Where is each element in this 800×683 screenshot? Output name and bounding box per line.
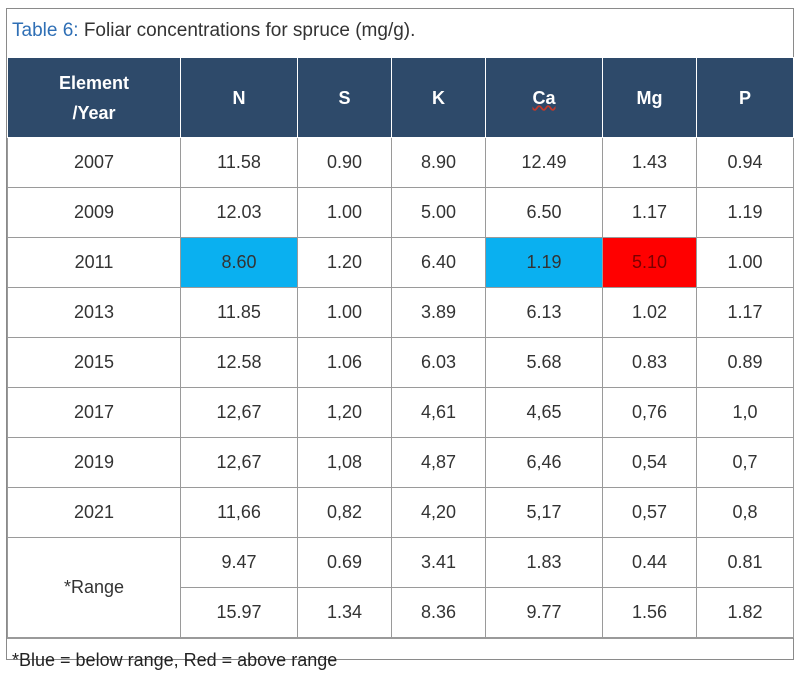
range-high-cell: 15.97 [180,587,298,638]
range-row-low: *Range 9.47 0.69 3.41 1.83 0.44 0.81 [7,537,794,638]
value-cell: 5,17 [485,487,603,538]
header-ca-label: Ca [532,87,556,108]
value-cell: 6,46 [485,437,603,488]
value-cell: 4,87 [391,437,486,488]
header-year-label: /Year [72,102,116,123]
value-cell: 1.17 [696,287,794,338]
value-cell: 0,54 [602,437,697,488]
table-row: 2013 11.85 1.00 3.89 6.13 1.02 1.17 [7,287,794,338]
header-k: K [391,57,486,138]
value-cell: 1.02 [602,287,697,338]
header-n: N [180,57,298,138]
value-cell: 1.00 [297,187,392,238]
value-cell: 12.49 [485,137,603,188]
header-ca: Ca [485,57,603,138]
value-cell: 6.13 [485,287,603,338]
value-cell: 12.03 [180,187,298,238]
table-row: 2007 11.58 0.90 8.90 12.49 1.43 0.94 [7,137,794,188]
table-row: 2019 12,67 1,08 4,87 6,46 0,54 0,7 [7,437,794,488]
value-cell: 1.00 [696,237,794,288]
value-cell: 1,0 [696,387,794,438]
range-low-cell: 9.47 [180,537,298,588]
table-row: 2011 8.60 1.20 6.40 1.19 5.10 1.00 [7,237,794,288]
value-cell: 1.20 [297,237,392,288]
value-cell: 0,7 [696,437,794,488]
header-element-label: Element [58,72,130,93]
value-cell: 1.06 [297,337,392,388]
header-s: S [297,57,392,138]
value-cell: 1.00 [297,287,392,338]
value-cell: 1.17 [602,187,697,238]
range-high-cell: 9.77 [485,587,603,638]
value-cell: 6.50 [485,187,603,238]
range-low-cell: 3.41 [391,537,486,588]
year-cell: 2019 [7,437,181,488]
value-cell-above-range: 5.10 [602,237,697,288]
header-row: Element /Year N S K Ca Mg P [7,57,794,138]
year-cell: 2013 [7,287,181,338]
table-footnote: *Blue = below range, Red = above range [7,638,793,683]
range-low-cell: 1.83 [485,537,603,588]
value-cell-below-range: 8.60 [180,237,298,288]
year-cell: 2017 [7,387,181,438]
table-caption: Table 6: Foliar concentrations for spruc… [7,9,793,57]
range-low-cell: 0.44 [602,537,697,588]
table-row: 2009 12.03 1.00 5.00 6.50 1.17 1.19 [7,187,794,238]
value-cell: 1,20 [297,387,392,438]
year-cell: 2007 [7,137,181,188]
table-row: 2015 12.58 1.06 6.03 5.68 0.83 0.89 [7,337,794,388]
foliar-table: Element /Year N S K Ca Mg P 2007 11.58 0… [7,57,794,638]
range-high-cell: 1.34 [297,587,392,638]
range-row-high: 15.97 1.34 8.36 9.77 1.56 1.82 [8,587,794,638]
range-high-cell: 8.36 [391,587,486,638]
value-cell: 12.58 [180,337,298,388]
value-cell: 11.58 [180,137,298,188]
header-element-year: Element /Year [7,57,181,138]
value-cell: 1,08 [297,437,392,488]
value-cell: 12,67 [180,387,298,438]
range-high-cell: 1.82 [696,587,794,638]
value-cell: 1.19 [696,187,794,238]
value-cell: 4,20 [391,487,486,538]
year-cell: 2009 [7,187,181,238]
table-row: 2017 12,67 1,20 4,61 4,65 0,76 1,0 [7,387,794,438]
value-cell: 0.83 [602,337,697,388]
value-cell: 8.90 [391,137,486,188]
value-cell: 4,61 [391,387,486,438]
value-cell: 6.03 [391,337,486,388]
range-low-cell: 0.69 [297,537,392,588]
header-p: P [696,57,794,138]
table-container: Table 6: Foliar concentrations for spruc… [6,8,794,670]
year-cell: 2015 [7,337,181,388]
value-cell: 0,57 [602,487,697,538]
year-cell: 2011 [7,237,181,288]
range-high-cell: 1.56 [602,587,697,638]
value-cell: 0,76 [602,387,697,438]
header-mg: Mg [602,57,697,138]
year-cell: 2021 [7,487,181,538]
value-cell: 11.85 [180,287,298,338]
value-cell: 5.00 [391,187,486,238]
value-cell: 6.40 [391,237,486,288]
value-cell: 0.89 [696,337,794,388]
caption-text: Foliar concentrations for spruce (mg/g). [83,20,416,41]
value-cell: 0.90 [297,137,392,188]
value-cell: 0,82 [297,487,392,538]
value-cell: 0,8 [696,487,794,538]
value-cell: 4,65 [485,387,603,438]
caption-label: Table 6: [12,20,79,41]
value-cell: 12,67 [180,437,298,488]
value-cell: 0.94 [696,137,794,188]
value-cell: 11,66 [180,487,298,538]
value-cell: 5.68 [485,337,603,388]
range-label: *Range [7,537,181,638]
range-low-cell: 0.81 [696,537,794,588]
table-row: 2021 11,66 0,82 4,20 5,17 0,57 0,8 [7,487,794,538]
value-cell: 3.89 [391,287,486,338]
value-cell: 1.43 [602,137,697,188]
value-cell-below-range: 1.19 [485,237,603,288]
